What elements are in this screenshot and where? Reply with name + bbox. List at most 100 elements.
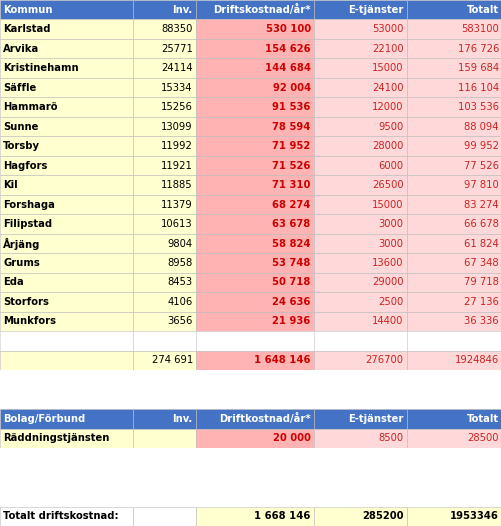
Text: 21 936: 21 936 — [272, 317, 310, 327]
Bar — [313, 448, 406, 468]
Text: Totalt: Totalt — [466, 414, 498, 424]
Bar — [0, 58, 133, 78]
Text: 1 648 146: 1 648 146 — [254, 356, 310, 366]
Text: Inv.: Inv. — [172, 414, 192, 424]
Bar — [133, 409, 195, 429]
Bar — [133, 195, 195, 214]
Text: 11379: 11379 — [161, 199, 192, 209]
Bar — [133, 292, 195, 312]
Bar — [313, 390, 406, 409]
Bar — [133, 39, 195, 58]
Bar — [406, 175, 501, 195]
Bar — [0, 273, 133, 292]
Text: 3000: 3000 — [378, 219, 403, 229]
Bar — [313, 292, 406, 312]
Bar — [313, 19, 406, 39]
Text: 20 000: 20 000 — [273, 433, 310, 443]
Text: 83 274: 83 274 — [463, 199, 498, 209]
Text: 91 536: 91 536 — [272, 102, 310, 112]
Bar — [133, 78, 195, 97]
Text: 71 952: 71 952 — [272, 141, 310, 151]
Text: 9804: 9804 — [167, 238, 192, 248]
Text: Filipstad: Filipstad — [3, 219, 52, 229]
Bar — [313, 507, 406, 526]
Bar — [195, 390, 313, 409]
Text: 1924846: 1924846 — [454, 356, 498, 366]
Text: 6000: 6000 — [378, 160, 403, 170]
Bar — [406, 312, 501, 331]
Bar — [313, 0, 406, 19]
Bar — [133, 58, 195, 78]
Text: Totalt: Totalt — [466, 5, 498, 15]
Text: 9500: 9500 — [378, 122, 403, 132]
Bar — [0, 292, 133, 312]
Text: 71 310: 71 310 — [272, 180, 310, 190]
Bar — [313, 234, 406, 253]
Text: 68 274: 68 274 — [272, 199, 310, 209]
Bar — [0, 409, 133, 429]
Text: 97 810: 97 810 — [463, 180, 498, 190]
Bar — [313, 409, 406, 429]
Text: 25771: 25771 — [161, 44, 192, 54]
Bar — [195, 468, 313, 487]
Bar — [133, 117, 195, 136]
Bar — [0, 429, 133, 448]
Text: 58 824: 58 824 — [272, 238, 310, 248]
Bar — [133, 136, 195, 156]
Text: 11921: 11921 — [161, 160, 192, 170]
Text: Kristinehamn: Kristinehamn — [3, 63, 79, 73]
Bar — [0, 370, 133, 390]
Text: 8958: 8958 — [167, 258, 192, 268]
Bar — [133, 273, 195, 292]
Text: 27 136: 27 136 — [463, 297, 498, 307]
Bar — [406, 214, 501, 234]
Bar — [406, 19, 501, 39]
Text: Inv.: Inv. — [172, 5, 192, 15]
Bar — [0, 507, 133, 526]
Text: E-tjänster: E-tjänster — [348, 414, 403, 424]
Text: 28500: 28500 — [466, 433, 498, 443]
Bar — [195, 97, 313, 117]
Bar — [0, 156, 133, 175]
Bar — [313, 429, 406, 448]
Text: Driftkostnad/år*: Driftkostnad/år* — [218, 413, 310, 424]
Text: 11885: 11885 — [161, 180, 192, 190]
Bar — [313, 39, 406, 58]
Bar — [0, 136, 133, 156]
Text: 2500: 2500 — [378, 297, 403, 307]
Bar — [0, 331, 133, 351]
Bar — [406, 195, 501, 214]
Text: 26500: 26500 — [371, 180, 403, 190]
Text: 8453: 8453 — [167, 278, 192, 288]
Bar — [313, 78, 406, 97]
Bar — [133, 234, 195, 253]
Text: Kil: Kil — [3, 180, 18, 190]
Bar — [195, 351, 313, 370]
Text: 103 536: 103 536 — [457, 102, 498, 112]
Text: Totalt driftskostnad:: Totalt driftskostnad: — [3, 511, 118, 521]
Bar — [313, 312, 406, 331]
Bar — [133, 0, 195, 19]
Text: 10613: 10613 — [161, 219, 192, 229]
Text: 53000: 53000 — [372, 24, 403, 34]
Text: 24100: 24100 — [371, 83, 403, 93]
Bar — [195, 214, 313, 234]
Text: 24114: 24114 — [161, 63, 192, 73]
Text: 154 626: 154 626 — [265, 44, 310, 54]
Bar — [195, 429, 313, 448]
Text: 79 718: 79 718 — [463, 278, 498, 288]
Bar — [133, 370, 195, 390]
Text: Kommun: Kommun — [3, 5, 53, 15]
Bar — [406, 234, 501, 253]
Bar — [0, 78, 133, 97]
Bar — [195, 58, 313, 78]
Text: Bolag/Förbund: Bolag/Förbund — [3, 414, 85, 424]
Text: 116 104: 116 104 — [457, 83, 498, 93]
Text: 53 748: 53 748 — [272, 258, 310, 268]
Text: Arvika: Arvika — [3, 44, 39, 54]
Bar — [313, 214, 406, 234]
Bar — [133, 390, 195, 409]
Bar — [195, 292, 313, 312]
Text: 11992: 11992 — [161, 141, 192, 151]
Bar — [195, 195, 313, 214]
